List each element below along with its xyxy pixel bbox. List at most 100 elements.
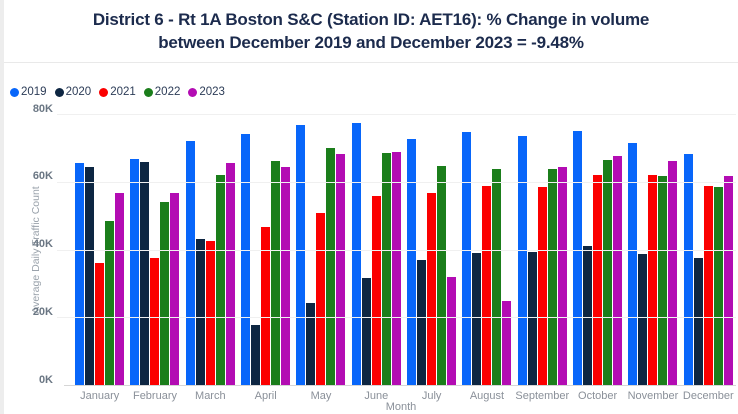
bar-2023-april[interactable] <box>281 167 291 386</box>
bar-block <box>628 142 678 386</box>
legend: 2019 2020 2021 2022 2023 <box>10 86 225 98</box>
bar-2020-december[interactable] <box>693 258 703 386</box>
bar-2023-august[interactable] <box>502 300 512 386</box>
bar-2021-september[interactable] <box>537 186 547 386</box>
bar-2021-june[interactable] <box>371 196 381 386</box>
bar-2022-may[interactable] <box>326 148 336 386</box>
y-tick-label: 80K <box>32 102 53 115</box>
bar-2019-december[interactable] <box>683 154 693 386</box>
bar-2019-september[interactable] <box>517 136 527 386</box>
bar-2021-november[interactable] <box>648 175 658 386</box>
bar-2020-february[interactable] <box>140 162 150 386</box>
bar-2022-september[interactable] <box>547 169 557 386</box>
bar-2022-february[interactable] <box>160 202 170 386</box>
bar-2022-july[interactable] <box>437 165 447 386</box>
bar-2023-june[interactable] <box>391 152 401 386</box>
bar-2022-march[interactable] <box>215 175 225 386</box>
bar-2023-january[interactable] <box>115 192 125 386</box>
bar-2020-april[interactable] <box>251 325 261 386</box>
bar-2019-july[interactable] <box>407 139 417 386</box>
legend-dot-icon <box>10 87 19 97</box>
bar-2020-may[interactable] <box>306 302 316 386</box>
bar-2023-may[interactable] <box>336 154 346 386</box>
bar-group-june <box>349 115 404 386</box>
bar-2021-december[interactable] <box>703 185 713 386</box>
bar-2022-december[interactable] <box>713 186 723 386</box>
chart-title-line-1: District 6 - Rt 1A Boston S&C (Station I… <box>92 10 650 29</box>
x-axis-title: Month <box>385 401 417 413</box>
bar-2019-april[interactable] <box>241 134 251 386</box>
bar-2019-august[interactable] <box>462 132 472 386</box>
bar-2020-march[interactable] <box>195 239 205 386</box>
legend-item-2023[interactable]: 2023 <box>188 86 225 98</box>
gridline <box>57 317 736 319</box>
bar-2023-november[interactable] <box>668 161 678 386</box>
bar-2019-may[interactable] <box>296 125 306 386</box>
bar-2021-may[interactable] <box>316 212 326 386</box>
y-tick-label: 60K <box>32 170 53 183</box>
bar-2022-november[interactable] <box>658 176 668 386</box>
bar-2022-june[interactable] <box>381 152 391 386</box>
bar-2021-march[interactable] <box>205 240 215 386</box>
bar-2019-november[interactable] <box>628 142 638 386</box>
bar-2019-march[interactable] <box>185 140 195 386</box>
bar-block <box>573 130 623 386</box>
x-tick-label-june: June <box>364 390 389 402</box>
bar-2021-july[interactable] <box>427 193 437 386</box>
bar-2021-october[interactable] <box>593 175 603 386</box>
bar-group-september <box>515 115 570 386</box>
x-tick-label-september: September <box>515 390 570 402</box>
bar-2020-september[interactable] <box>527 251 537 386</box>
y-axis-title: Average Daily Traffic Count <box>30 186 42 314</box>
chart-title-line-2: between December 2019 and December 2023 … <box>158 33 584 52</box>
bar-block <box>130 159 180 386</box>
bar-group-april <box>238 115 293 386</box>
bar-2021-august[interactable] <box>482 186 492 386</box>
bar-group-october <box>570 115 625 386</box>
bar-2022-october[interactable] <box>603 160 613 386</box>
chart-title: District 6 - Rt 1A Boston S&C (Station I… <box>4 0 738 63</box>
bar-2023-march[interactable] <box>225 163 235 386</box>
bar-2021-february[interactable] <box>150 257 160 386</box>
bar-2023-september[interactable] <box>557 166 567 386</box>
legend-dot-icon <box>188 87 198 97</box>
bar-2020-july[interactable] <box>417 260 427 386</box>
gridline <box>57 181 736 183</box>
bar-2020-january[interactable] <box>85 167 95 386</box>
bar-block <box>296 125 346 386</box>
bar-2023-october[interactable] <box>613 156 623 386</box>
bar-2019-january[interactable] <box>75 163 85 386</box>
x-tick-label-january: January <box>80 390 120 402</box>
legend-item-2019[interactable]: 2019 <box>10 86 47 98</box>
bar-2020-october[interactable] <box>583 246 593 386</box>
bar-2023-july[interactable] <box>447 276 457 386</box>
bar-group-december <box>681 115 736 386</box>
bar-2019-october[interactable] <box>573 130 583 386</box>
legend-label: 2021 <box>110 86 136 98</box>
bar-2021-april[interactable] <box>261 226 271 386</box>
bar-2020-june[interactable] <box>361 277 371 386</box>
bar-2019-june[interactable] <box>351 123 361 386</box>
bar-2022-april[interactable] <box>271 161 281 386</box>
bar-2019-february[interactable] <box>130 159 140 386</box>
legend-label: 2019 <box>21 86 47 98</box>
legend-item-2022[interactable]: 2022 <box>143 86 180 98</box>
bar-2020-august[interactable] <box>472 253 482 386</box>
bar-2022-august[interactable] <box>492 168 502 386</box>
legend-item-2021[interactable]: 2021 <box>99 86 136 98</box>
bar-block <box>462 132 512 386</box>
bar-2023-february[interactable] <box>170 192 180 386</box>
bar-group-january <box>72 115 127 386</box>
legend-dot-icon <box>143 87 153 97</box>
legend-item-2020[interactable]: 2020 <box>54 86 92 98</box>
bar-block <box>517 136 567 386</box>
bar-2020-november[interactable] <box>638 253 648 386</box>
bar-2022-january[interactable] <box>105 221 115 386</box>
bar-2023-december[interactable] <box>723 176 733 386</box>
x-tick-label-october: October <box>578 390 618 402</box>
plot-area: January February March April May June July Augu… <box>33 103 736 402</box>
legend-label: 2020 <box>65 86 92 98</box>
gridline <box>57 114 736 115</box>
x-tick-label-december: December <box>682 390 734 402</box>
bar-2021-january[interactable] <box>95 263 105 386</box>
